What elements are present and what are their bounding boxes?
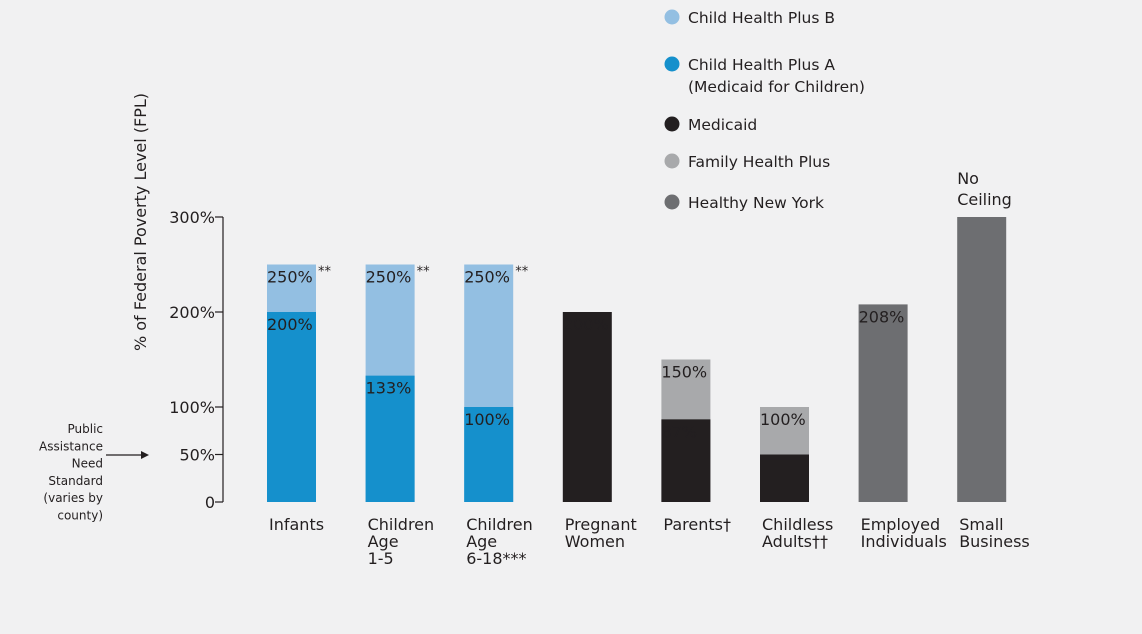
value-label: 133%	[366, 379, 412, 398]
x-tick-label: Pregnant Women	[565, 515, 637, 551]
value-note: **	[417, 265, 431, 280]
legend-label: Child Health Plus A (Medicaid for Childre…	[688, 56, 865, 96]
value-label: 250%	[464, 268, 510, 287]
bar	[661, 419, 711, 502]
legend-swatch	[664, 116, 680, 132]
legend-label: Healthy New York	[688, 194, 824, 212]
y-tick-label: 300%	[169, 208, 215, 227]
annotation-arrowhead	[141, 451, 149, 459]
legend-swatch	[664, 9, 680, 25]
value-label: 200%	[267, 315, 313, 334]
y-tick-label: 200%	[169, 303, 215, 322]
x-tick-label: Employed Individuals	[861, 515, 947, 551]
value-label: 250%	[366, 268, 412, 287]
legend-swatch	[664, 56, 680, 72]
x-tick-label: Small Business	[959, 515, 1030, 551]
x-tick-label: Children Age 6-18***	[466, 515, 533, 568]
x-tick-label: Infants	[269, 515, 324, 534]
value-label: 250%	[267, 268, 313, 287]
legend-swatch	[664, 194, 680, 210]
value-note: **	[515, 265, 529, 280]
bar	[464, 407, 514, 502]
value-label: 150%	[661, 363, 707, 382]
value-label: No Ceiling	[957, 169, 1012, 209]
value-label: 200%	[563, 315, 609, 334]
bar	[267, 312, 316, 502]
value-label: 87%	[661, 422, 697, 441]
annotation: Public Assistance Need Standard (varies by co…	[39, 422, 103, 523]
bar	[562, 312, 612, 502]
bar	[760, 454, 809, 502]
x-tick-label: Children Age 1-5	[368, 515, 435, 568]
value-label: 208%	[859, 307, 905, 326]
value-label: 100%	[760, 410, 806, 429]
value-note: **	[318, 265, 332, 280]
y-tick-label: 0	[205, 493, 215, 512]
x-tick-label: Childless Adults††	[762, 515, 833, 551]
y-tick-label: 50%	[179, 446, 215, 465]
bar	[858, 304, 908, 502]
x-tick-label: Parents†	[663, 515, 731, 534]
legend-label: Family Health Plus	[688, 153, 830, 171]
value-label: 100%	[464, 410, 510, 429]
legend-label: Child Health Plus B	[688, 9, 835, 27]
bar	[365, 375, 415, 502]
y-tick-label: 100%	[169, 398, 215, 417]
bar	[957, 217, 1007, 502]
legend-label: Medicaid	[688, 116, 757, 134]
legend-swatch	[664, 153, 680, 169]
y-axis-label: % of Federal Poverty Level (FPL)	[131, 93, 150, 351]
